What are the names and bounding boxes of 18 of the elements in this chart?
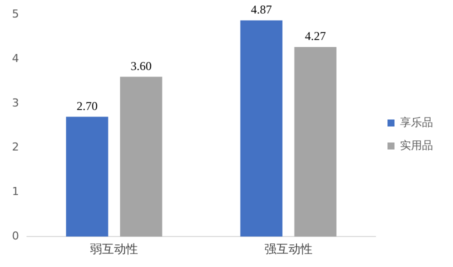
y-tick-label: 1	[12, 185, 19, 198]
y-tick-label: 4	[12, 52, 19, 65]
x-tick-label: 弱互动性	[90, 242, 138, 256]
x-tick-label: 强互动性	[264, 242, 312, 256]
y-tick-label: 2	[12, 140, 19, 154]
y-tick-label: 0	[12, 229, 19, 242]
data-label: 2.70	[76, 98, 98, 113]
bar	[66, 116, 108, 237]
data-label: 4.87	[250, 2, 272, 17]
bar	[120, 76, 162, 237]
bar	[294, 47, 336, 237]
y-tick-label: 3	[12, 96, 19, 110]
bar	[240, 20, 282, 237]
legend-label: 实用品	[400, 138, 433, 152]
data-label: 3.60	[130, 58, 152, 73]
data-label: 4.27	[304, 29, 326, 44]
y-tick-label: 5	[12, 7, 19, 20]
legend-label: 享乐品	[400, 116, 433, 129]
